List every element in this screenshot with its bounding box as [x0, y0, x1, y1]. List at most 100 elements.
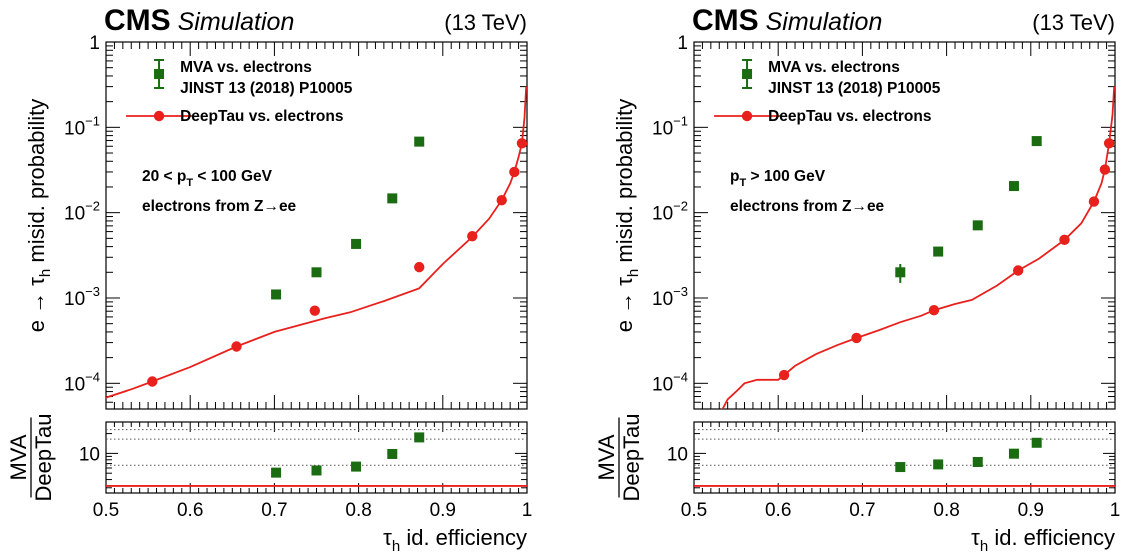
y-tick-label: 10−3 — [652, 284, 688, 310]
deeptau-marker — [1059, 234, 1070, 246]
ratio-point — [1008, 448, 1019, 459]
x-axis-label-rest: id. efficiency — [400, 525, 527, 550]
y-axis-label: e → τh misid. probability — [612, 99, 642, 332]
ratio-y-label-denominator: DeepTau — [31, 413, 56, 501]
ratio-point — [1031, 437, 1042, 448]
mva-point — [972, 220, 983, 231]
main-frame — [693, 41, 1116, 410]
y-tick-label: 1 — [89, 33, 100, 54]
main-frame — [105, 41, 528, 410]
deeptau-marker — [309, 305, 321, 316]
x-axis-label-sub: h — [980, 538, 988, 555]
legend-deeptau-marker — [741, 110, 753, 122]
y-axis-label-pre: e → τ — [24, 277, 49, 332]
cms-header: CMS Simulation — [104, 4, 294, 37]
ratio-point — [972, 456, 983, 467]
deeptau-series — [721, 86, 1115, 409]
legend-mva-marker — [154, 69, 165, 79]
y-tick-label: 10−4 — [652, 369, 688, 395]
ratio-point — [271, 467, 282, 478]
ratio-point — [895, 462, 906, 473]
deeptau-marker — [1012, 265, 1024, 276]
deeptau-marker — [467, 230, 478, 242]
y-tick-label-base: 1 — [89, 33, 100, 54]
x-tick-label: 1 — [1110, 500, 1121, 521]
cms-header: CMS Simulation — [692, 4, 882, 37]
ratio-point — [387, 448, 398, 459]
x-tick-label: 0.5 — [681, 500, 707, 521]
y-tick-label-exponent: −4 — [673, 369, 688, 384]
x-axis-label: τh id. efficiency — [383, 525, 527, 555]
ratio-y-axis-label: MVA DeepTau — [594, 413, 644, 501]
deeptau-curve — [106, 86, 527, 399]
ratio-y-tick-label: 10 — [79, 444, 100, 465]
cms-label: CMS — [104, 4, 171, 37]
x-axis-label-sub: h — [392, 538, 400, 555]
y-tick-label-exponent: −2 — [85, 199, 100, 214]
deeptau-marker — [516, 138, 527, 149]
cms-label: CMS — [692, 4, 759, 37]
x-axis-label: τh id. efficiency — [971, 525, 1115, 555]
legend-deeptau-label: DeepTau vs. electrons — [768, 108, 931, 125]
deeptau-marker — [1099, 164, 1111, 175]
x-tick-label: 1 — [522, 500, 533, 521]
y-tick-label-base: 10 — [64, 374, 85, 395]
ratio-y-label-denominator: DeepTau — [619, 413, 644, 501]
x-tick-label: 0.8 — [933, 500, 959, 521]
ratio-point — [351, 461, 362, 472]
legend-mva-reference: JINST 13 (2018) P10005 — [768, 80, 941, 97]
mva-point — [271, 289, 282, 300]
x-tick-label: 0.6 — [765, 500, 791, 521]
right-panel: CMS Simulation (13 TeV)10−410−310−210−110… — [594, 4, 1120, 555]
legend-mva-label: MVA vs. electrons — [768, 59, 900, 76]
y-tick-label: 10−3 — [64, 284, 100, 310]
y-tick-label: 1 — [677, 33, 688, 54]
y-tick-label-base: 10 — [652, 289, 673, 310]
ratio-content — [106, 429, 527, 487]
y-tick-label-base: 1 — [677, 33, 688, 54]
y-tick-label-exponent: −2 — [673, 199, 688, 214]
ratio-frame — [105, 421, 528, 494]
ratio-y-label-numerator: MVA — [594, 434, 619, 480]
deeptau-marker — [147, 376, 158, 387]
ratio-frame — [693, 421, 1116, 494]
simulation-label: Simulation — [171, 8, 295, 36]
mva-point — [895, 267, 906, 278]
y-axis-label-pre: e → τ — [612, 277, 637, 332]
y-tick-label-exponent: −1 — [673, 113, 688, 128]
x-tick-label: 0.8 — [345, 500, 371, 521]
annotation-kinematics-post: > 100 GeV — [746, 168, 826, 185]
deeptau-marker — [928, 304, 940, 316]
x-tick-label: 0.6 — [177, 500, 203, 521]
deeptau-marker — [778, 369, 790, 381]
y-tick-label-base: 10 — [652, 118, 673, 139]
x-tick-label: 0.5 — [93, 500, 119, 521]
x-tick-label: 0.7 — [849, 500, 875, 521]
y-axis-label-sub: h — [37, 269, 54, 277]
energy-label: (13 TeV) — [444, 10, 527, 35]
annotation-kinematics-post: < 100 GeV — [193, 168, 273, 185]
y-tick-label-exponent: −4 — [85, 369, 100, 384]
legend-deeptau-marker — [153, 110, 165, 122]
y-tick-label-base: 10 — [64, 289, 85, 310]
y-tick-label-exponent: −1 — [85, 113, 100, 128]
deeptau-marker — [1103, 138, 1115, 149]
ratio-y-axis-label: MVA DeepTau — [6, 413, 56, 501]
deeptau-curve — [721, 86, 1115, 409]
y-tick-label: 10−1 — [652, 113, 688, 139]
y-tick-label-base: 10 — [652, 374, 673, 395]
x-axis-label-main: τ — [383, 525, 392, 550]
mva-point — [414, 136, 425, 147]
annotation-kinematics-sub: T — [186, 177, 193, 189]
deeptau-marker — [231, 341, 242, 352]
energy-label: (13 TeV) — [1032, 10, 1115, 35]
left-panel: CMS Simulation (13 TeV)10−410−310−210−110… — [6, 4, 532, 555]
ratio-point — [414, 432, 425, 443]
legend-mva-label: MVA vs. electrons — [180, 59, 312, 76]
mva-point — [351, 238, 362, 249]
y-tick-label: 10−1 — [64, 113, 100, 139]
deeptau-marker — [509, 166, 520, 178]
annotation-kinematics-sub: T — [739, 177, 746, 189]
y-axis-label-sub: h — [625, 269, 642, 277]
ratio-point — [933, 459, 944, 470]
